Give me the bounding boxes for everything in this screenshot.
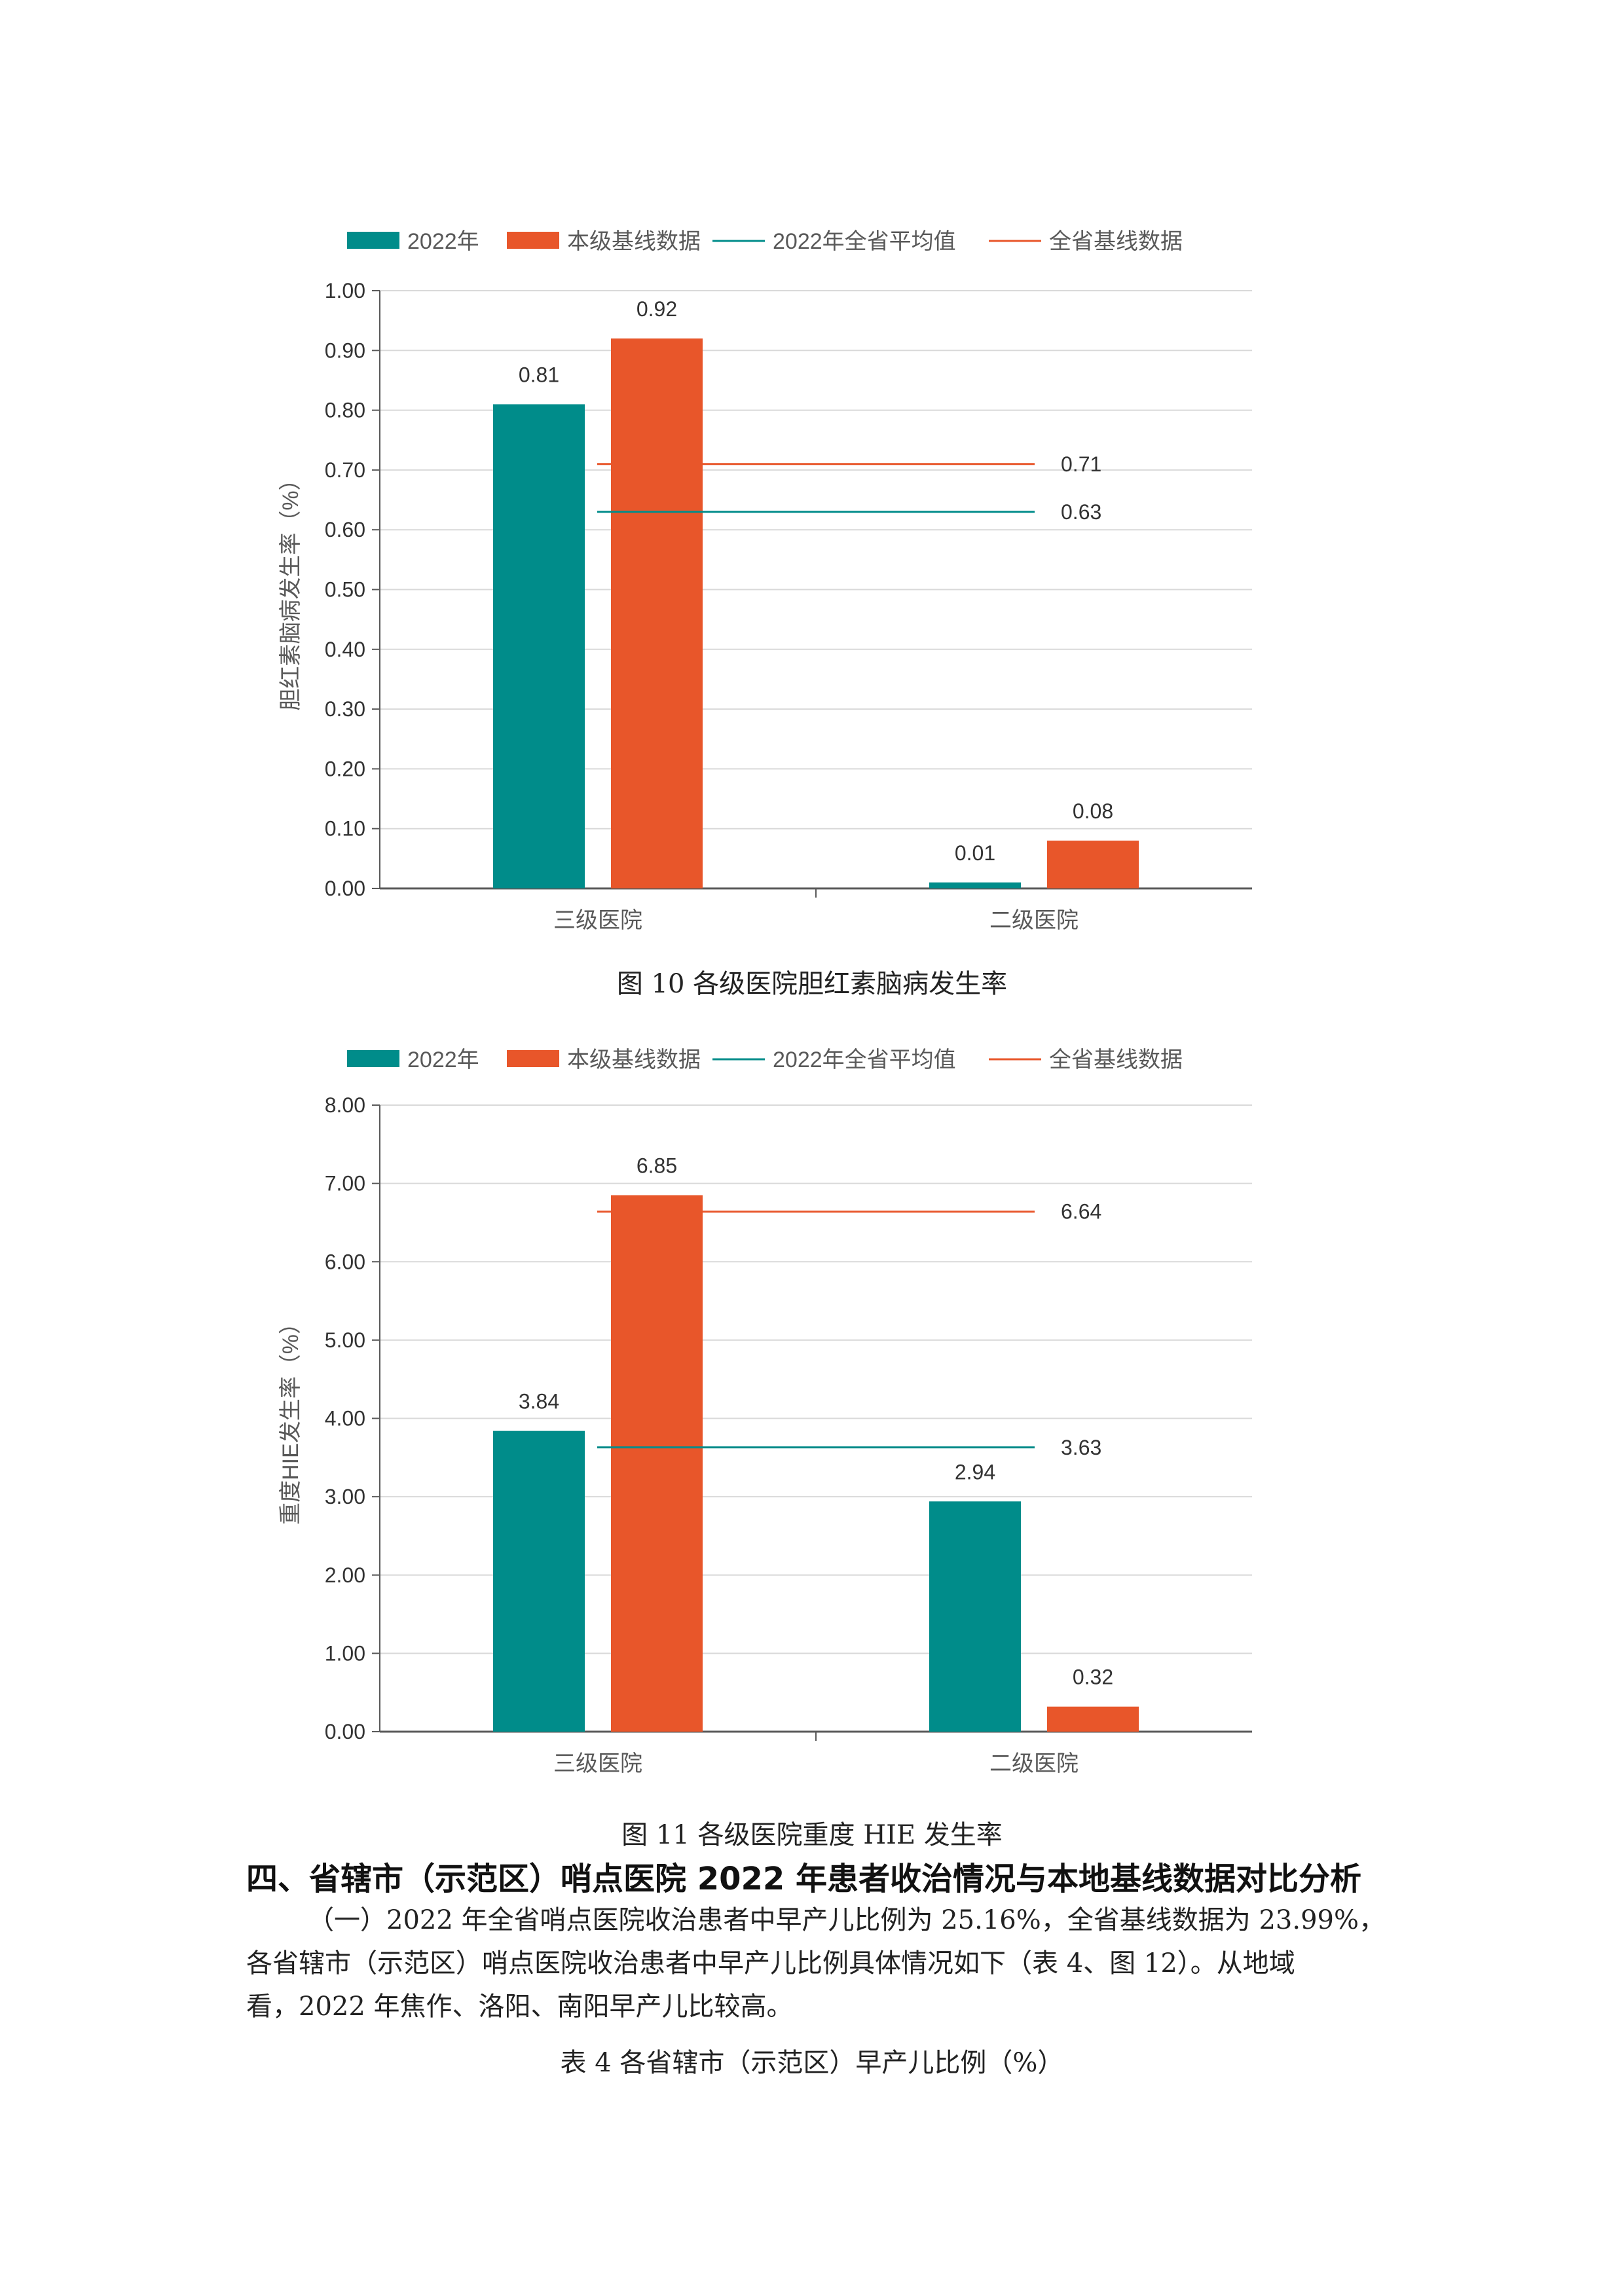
severe-hie-bar-chart: 2022年 本级基线数据 2022年全省平均值 全省基线数据 0.00 1.00 2.00 3… [278,1048,1252,1776]
y-tick-label: 0.50 [325,578,365,602]
y-tick-label: 0.80 [325,399,365,422]
y-tick-label: 5.00 [325,1328,365,1352]
bar-orange [1047,1706,1139,1732]
chart-severe-hie: 2022年 本级基线数据 2022年全省平均值 全省基线数据 0.00 1.00 2.00 3… [0,1028,1624,1794]
bar-value-label: 0.08 [1073,799,1113,823]
y-tick-label: 0.20 [325,757,365,780]
figure-11-caption: 图 11 各级医院重度 HIE 发生率 [621,1820,1003,1850]
y-tick-label: 0.40 [325,638,365,661]
y-tick-label: 0.60 [325,518,365,541]
y-axis-label: 重度HIE发生率（%） [278,1312,303,1525]
bar-teal [929,882,1021,888]
bar-orange [611,338,703,888]
bar-value-label: 6.85 [637,1154,677,1178]
x-tick-label: 二级医院 [989,1751,1079,1776]
legend-label-0: 2022年 [407,229,479,254]
y-tick-label: 1.00 [325,279,365,302]
bar-value-label: 3.84 [519,1390,559,1413]
paragraph-line-2: 各省辖市（示范区）哨点医院收治患者中早产儿比例具体情况如下（表 4、图 12）。… [246,1948,1295,1978]
bar-value-label: 2.94 [955,1460,995,1484]
legend-label-0: 2022年 [407,1048,479,1072]
reference-value-label: 3.63 [1061,1436,1101,1459]
reference-value-label: 0.71 [1061,452,1101,476]
y-tick-label: 2.00 [325,1563,365,1587]
y-tick-label: 0.90 [325,338,365,362]
bar-value-label: 0.32 [1073,1666,1113,1689]
y-tick-label: 0.30 [325,697,365,721]
y-tick-label: 0.70 [325,458,365,482]
x-tick-label: 三级医院 [553,908,642,933]
chart-bilirubin-encephalopathy: 2022年 本级基线数据 2022年全省平均值 全省基线数据 0.00 0.10 0.20 0… [0,210,1624,956]
y-tick-label: 0.10 [325,817,365,841]
paragraph-line-1: （一）2022 年全省哨点医院收治患者中早产儿比例为 25.16%，全省基线数据… [308,1905,1385,1935]
reference-value-label: 6.64 [1061,1200,1101,1224]
x-tick-label: 二级医院 [989,908,1079,933]
paragraph-line-3: 看，2022 年焦作、洛阳、南阳早产儿比较高。 [246,1992,793,2022]
y-axis-label: 胆红素脑病发生率（%） [278,468,303,710]
legend-swatch-0 [347,1050,399,1067]
section-heading: 四、省辖市（示范区）哨点医院 2022 年患者收治情况与本地基线数据对比分析 [246,1861,1362,1897]
x-tick-label: 三级医院 [553,1751,642,1776]
legend-label-1: 本级基线数据 [567,1048,701,1072]
legend-swatch-1 [507,232,559,249]
legend-label-2: 2022年全省平均值 [773,1048,956,1072]
y-tick-label: 1.00 [325,1641,365,1665]
legend-label-3: 全省基线数据 [1049,1048,1183,1072]
y-tick-label: 0.00 [325,877,365,900]
legend-swatch-0 [347,232,399,249]
y-tick-label: 3.00 [325,1485,365,1508]
bar-value-label: 0.92 [637,297,677,321]
bar-orange [1047,840,1139,888]
legend-label-2: 2022年全省平均值 [773,229,956,254]
y-tick-label: 8.00 [325,1093,365,1117]
bilirubin-encephalopathy-bar-chart: 2022年 本级基线数据 2022年全省平均值 全省基线数据 0.00 0.10 0.20 0… [278,229,1252,933]
y-tick-label: 0.00 [325,1720,365,1743]
legend-label-1: 本级基线数据 [567,229,701,254]
y-tick-label: 7.00 [325,1172,365,1195]
legend-label-3: 全省基线数据 [1049,229,1183,254]
y-tick-label: 4.00 [325,1407,365,1430]
y-tick-label: 6.00 [325,1250,365,1273]
figure-10-caption: 图 10 各级医院胆红素脑病发生率 [616,969,1008,999]
reference-value-label: 0.63 [1061,500,1101,524]
bar-teal [929,1501,1021,1732]
bar-teal [493,1430,585,1732]
legend-swatch-1 [507,1050,559,1067]
bar-value-label: 0.01 [955,841,995,865]
bar-value-label: 0.81 [519,363,559,386]
bar-orange [611,1195,703,1732]
table-4-caption: 表 4 各省辖市（示范区）早产儿比例（%） [560,2048,1064,2078]
bar-teal [493,404,585,888]
